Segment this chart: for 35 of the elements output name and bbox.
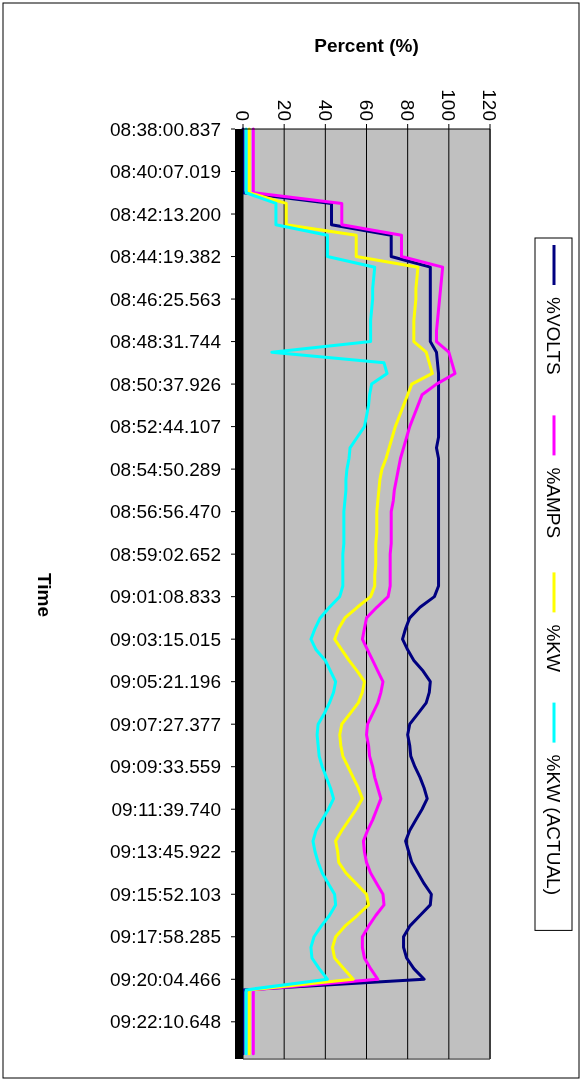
y-tick-label: 08:46:25.563 <box>110 288 221 310</box>
x-tick-label: 80 <box>397 99 419 121</box>
y-tick-label: 09:03:15.015 <box>110 628 221 650</box>
x-tick-label: 20 <box>273 99 295 121</box>
y-tick-label: 08:44:19.382 <box>110 246 221 268</box>
legend-label: %VOLTS <box>543 297 565 375</box>
y-tick-label: 08:48:31.744 <box>110 331 222 353</box>
y-axis-title: Time <box>34 572 55 618</box>
y-tick-label: 09:13:45.922 <box>110 841 221 863</box>
x-tick-label: 40 <box>314 99 336 121</box>
y-tick-label: 09:09:33.559 <box>110 756 221 778</box>
y-tick-label: 09:05:21.196 <box>110 671 221 693</box>
y-tick-label: 08:52:44.107 <box>110 416 221 438</box>
y-tick-label: 08:38:00.837 <box>110 118 221 140</box>
x-axis-title: Percent (%) <box>314 35 419 56</box>
y-tick-label: 09:15:52.103 <box>110 883 221 905</box>
x-tick-label: 100 <box>438 89 460 121</box>
y-tick-label: 09:22:10.648 <box>110 1011 221 1033</box>
x-tick-label: 0 <box>232 110 254 121</box>
x-tick-label: 120 <box>479 89 501 121</box>
y-tick-label: 08:56:56.470 <box>110 501 221 523</box>
y-tick-label: 09:01:08.833 <box>110 586 221 608</box>
legend-label: %KW <box>543 624 565 672</box>
y-tick-label: 08:42:13.200 <box>110 203 221 225</box>
y-tick-label: 09:20:04.466 <box>110 968 221 990</box>
y-tick-label: 09:11:39.740 <box>111 798 221 820</box>
y-tick-label: 09:07:27.377 <box>110 713 221 735</box>
legend-label: %AMPS <box>543 467 565 539</box>
y-tick-label: 09:17:58.285 <box>110 926 221 948</box>
legend-label: %KW (ACTUAL) <box>543 754 565 896</box>
y-tick-label: 08:40:07.019 <box>110 161 221 183</box>
y-tick-label: 08:59:02.652 <box>110 543 221 565</box>
y-tick-label: 08:50:37.926 <box>110 373 221 395</box>
y-tick-label: 08:54:50.289 <box>110 458 221 480</box>
x-tick-label: 60 <box>355 99 377 121</box>
